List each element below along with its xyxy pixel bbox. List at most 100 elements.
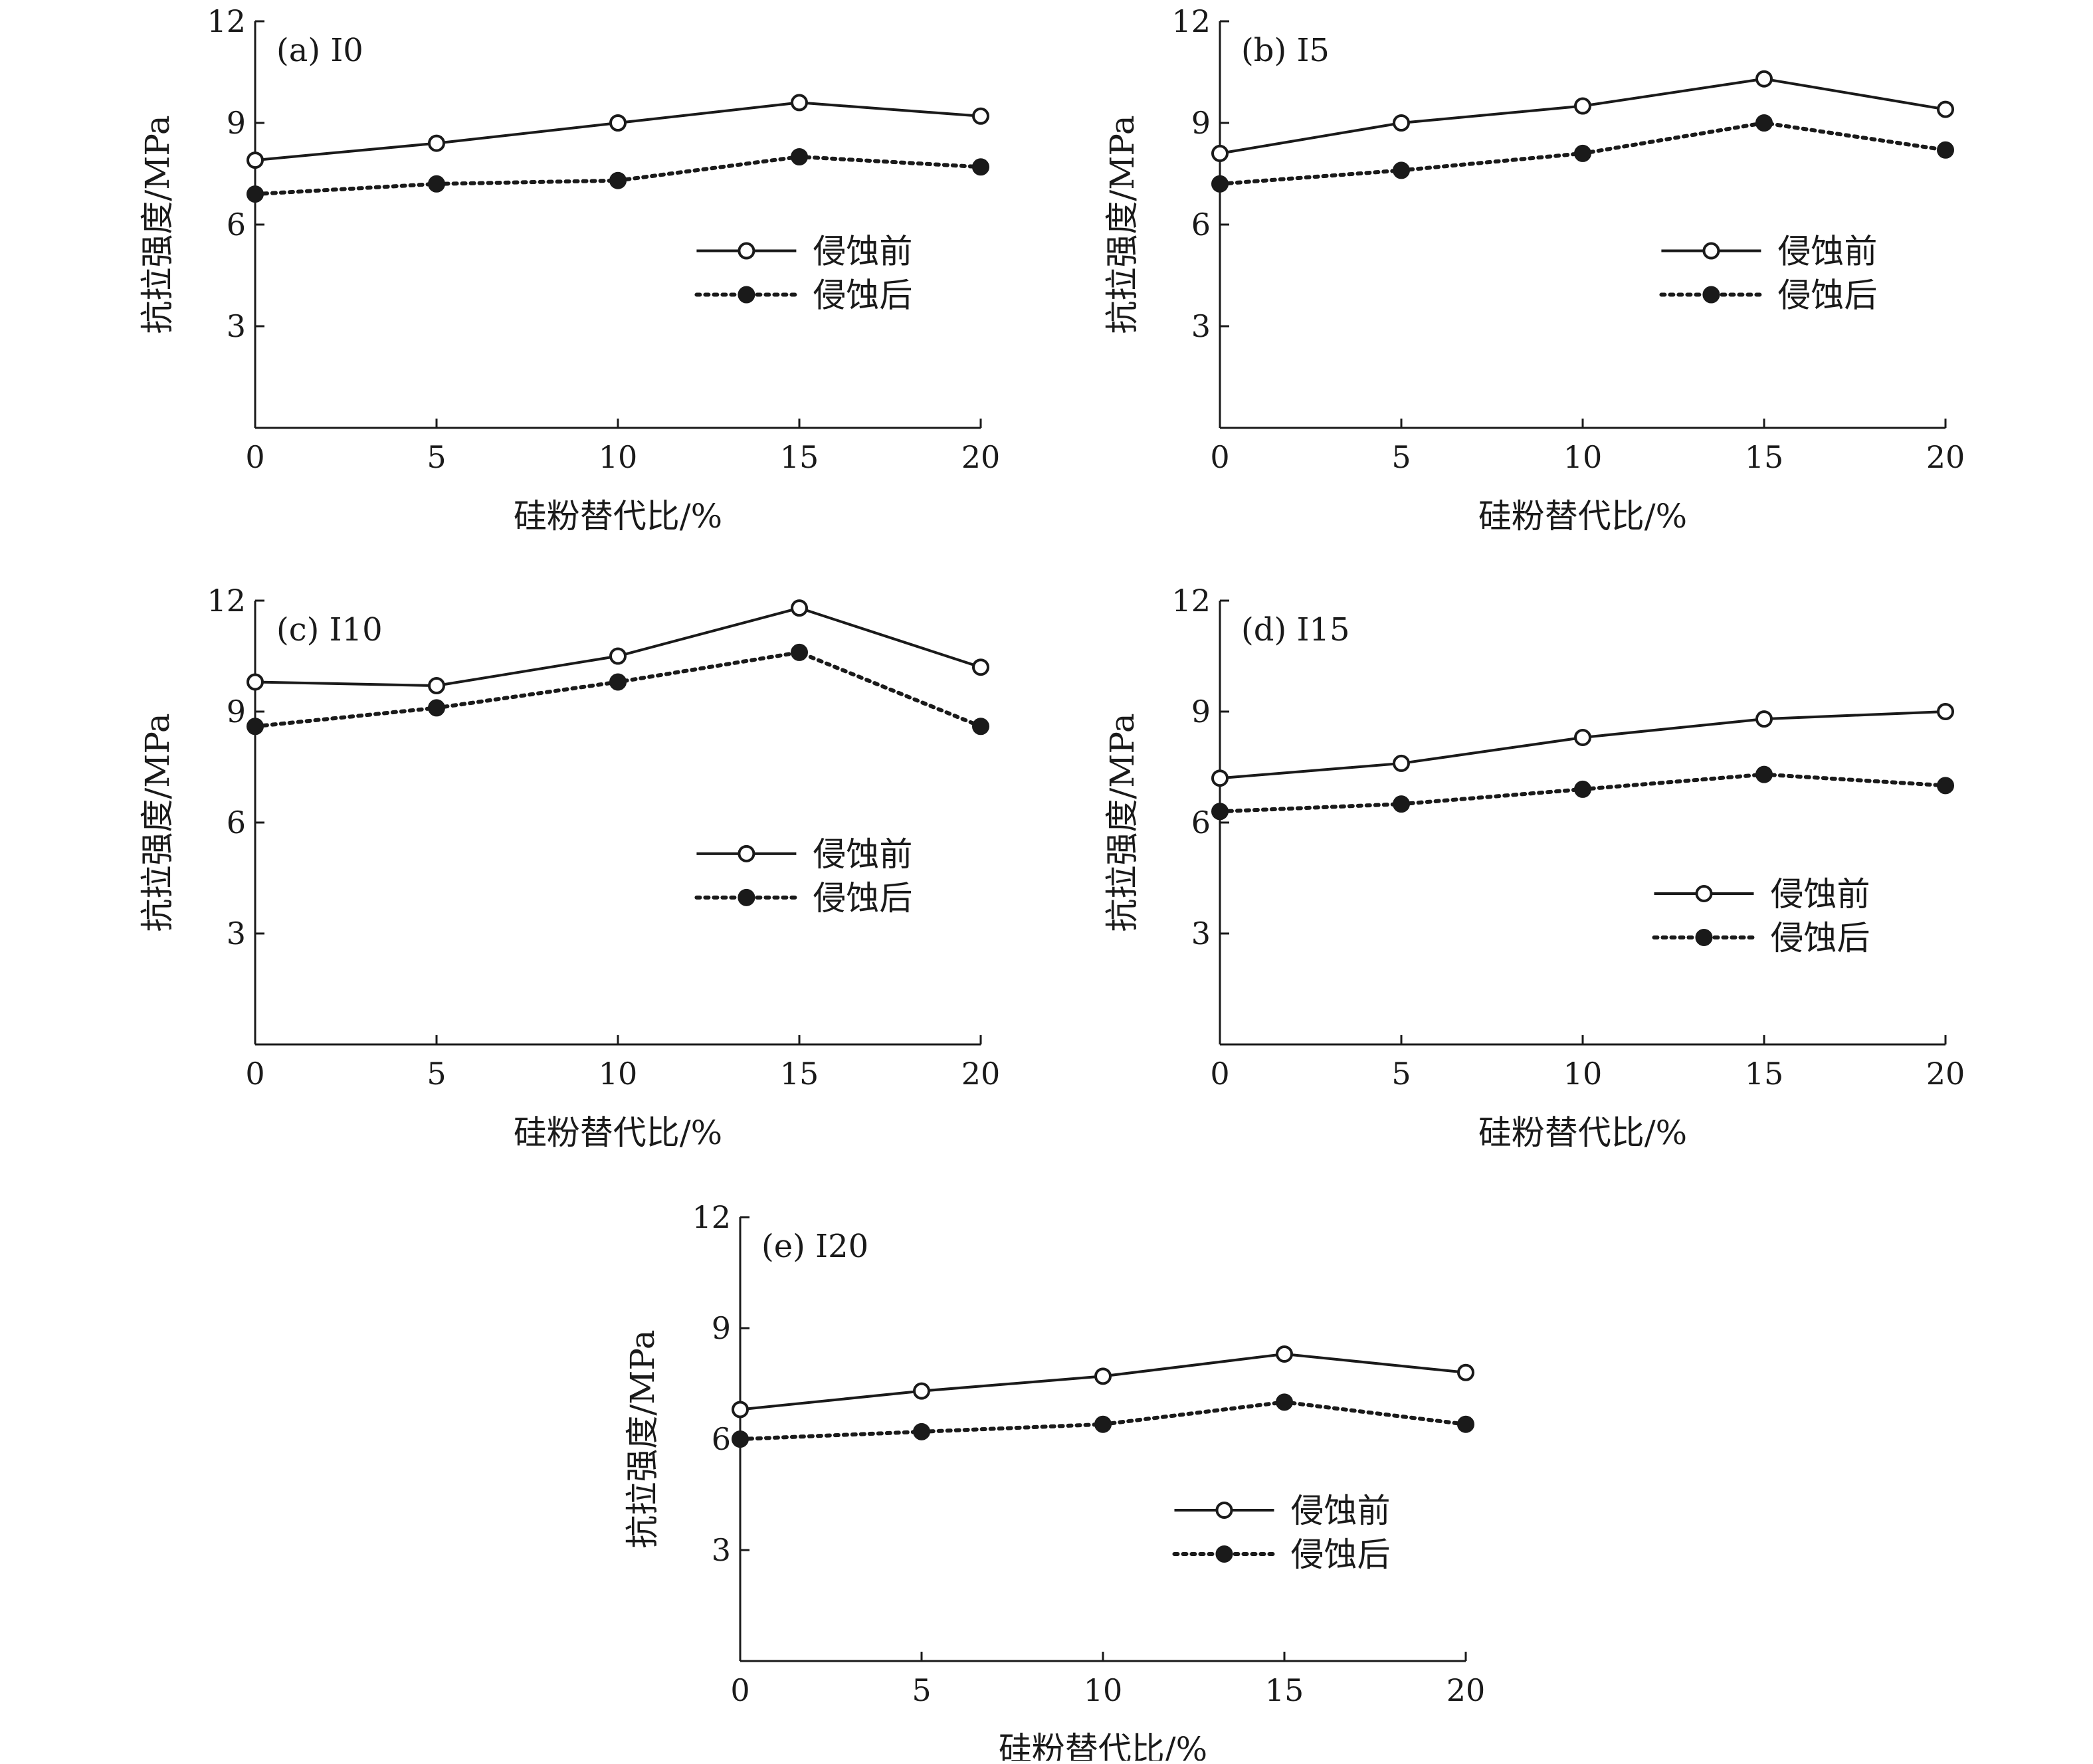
x-axis-label: 硅粉替代比/% bbox=[999, 1730, 1207, 1761]
y-tick-label: 3 bbox=[712, 1532, 731, 1568]
y-tick-label: 9 bbox=[1191, 694, 1211, 730]
chart-panel-4: 3 6 9 12 0 5 10 15 20 (d) I15 硅粉替代比/% 抗拉强度/MPa 侵蚀前侵蚀… bbox=[1103, 583, 1965, 1152]
x-tick-label: 0 bbox=[1210, 439, 1229, 475]
y-tick-label: 9 bbox=[227, 105, 246, 141]
y-tick-label: 6 bbox=[1191, 207, 1211, 243]
legend-marker bbox=[1215, 1501, 1233, 1519]
x-tick-label: 5 bbox=[1391, 439, 1411, 475]
data-point-after bbox=[791, 148, 808, 165]
data-point-after bbox=[1755, 765, 1773, 783]
data-point-before bbox=[609, 114, 627, 132]
panel-label: (b) I5 bbox=[1241, 32, 1330, 69]
y-tick-label: 12 bbox=[1171, 583, 1211, 619]
x-tick-label: 5 bbox=[912, 1672, 931, 1708]
data-point-before bbox=[1393, 114, 1410, 132]
data-point-after bbox=[609, 673, 627, 691]
chart-panel-5: 3 6 9 12 0 5 10 15 20 (e) I20 硅粉替代比/% 抗拉强度/MPa 侵蚀前侵蚀… bbox=[623, 1199, 1486, 1764]
legend-marker bbox=[1702, 286, 1720, 304]
data-point-after bbox=[791, 643, 808, 661]
data-point-after bbox=[1457, 1415, 1474, 1433]
legend-marker bbox=[738, 844, 755, 862]
x-tick-label: 0 bbox=[1210, 1056, 1229, 1092]
x-tick-label: 5 bbox=[427, 1056, 446, 1092]
x-tick-label: 20 bbox=[961, 1056, 1001, 1092]
data-point-after bbox=[247, 185, 264, 203]
data-point-after bbox=[428, 699, 445, 717]
data-point-before bbox=[1937, 100, 1954, 118]
panel-label: (c) I10 bbox=[276, 611, 383, 648]
data-point-after bbox=[428, 175, 445, 193]
x-tick-label: 20 bbox=[1926, 1056, 1965, 1092]
data-point-before bbox=[1276, 1345, 1293, 1363]
panel-label: (e) I20 bbox=[761, 1228, 868, 1265]
x-tick-label: 10 bbox=[599, 439, 638, 475]
x-tick-label: 0 bbox=[245, 439, 264, 475]
data-point-before bbox=[972, 658, 989, 676]
data-point-after bbox=[1393, 161, 1410, 179]
x-tick-label: 15 bbox=[1745, 439, 1784, 475]
x-tick-label: 0 bbox=[730, 1672, 749, 1708]
x-tick-label: 10 bbox=[1563, 439, 1603, 475]
data-point-after bbox=[1755, 114, 1773, 132]
legend-marker bbox=[1215, 1545, 1233, 1563]
data-point-after bbox=[247, 718, 264, 735]
data-point-before bbox=[428, 677, 445, 695]
y-axis-label: 抗拉强度/MPa bbox=[623, 1329, 662, 1548]
legend-marker bbox=[738, 286, 755, 304]
data-point-after bbox=[1937, 141, 1954, 159]
y-axis-label: 抗拉强度/MPa bbox=[138, 713, 177, 931]
data-point-after bbox=[1211, 175, 1229, 193]
data-point-before bbox=[1574, 97, 1591, 115]
data-point-before bbox=[1755, 710, 1773, 728]
data-point-after bbox=[1937, 777, 1954, 795]
x-tick-label: 20 bbox=[961, 439, 1001, 475]
data-point-before bbox=[1457, 1363, 1474, 1381]
x-tick-label: 5 bbox=[1391, 1056, 1411, 1092]
data-point-before bbox=[972, 107, 989, 125]
legend-label: 侵蚀前 bbox=[813, 233, 912, 271]
data-point-before bbox=[1755, 70, 1773, 88]
y-tick-label: 6 bbox=[227, 805, 246, 840]
data-point-after bbox=[913, 1422, 930, 1440]
y-axis-label: 抗拉强度/MPa bbox=[138, 115, 177, 334]
legend-marker bbox=[1702, 242, 1720, 260]
data-point-before bbox=[609, 647, 627, 665]
data-point-after bbox=[972, 718, 989, 735]
panel-label: (a) I0 bbox=[276, 32, 363, 69]
data-point-before bbox=[1211, 144, 1229, 162]
data-point-before bbox=[732, 1401, 749, 1419]
y-tick-label: 6 bbox=[227, 207, 246, 243]
data-point-before bbox=[1211, 769, 1229, 787]
data-point-before bbox=[1393, 754, 1410, 772]
y-tick-label: 3 bbox=[1191, 916, 1211, 951]
y-tick-label: 9 bbox=[227, 694, 246, 730]
y-axis-label: 抗拉强度/MPa bbox=[1103, 115, 1142, 334]
legend-label: 侵蚀前 bbox=[1770, 875, 1870, 914]
legend-marker bbox=[738, 242, 755, 260]
data-point-after bbox=[1393, 795, 1410, 813]
x-tick-label: 15 bbox=[780, 1056, 819, 1092]
x-tick-label: 20 bbox=[1926, 439, 1965, 475]
legend-marker bbox=[1695, 928, 1713, 946]
x-tick-label: 20 bbox=[1446, 1672, 1486, 1708]
y-axis-label: 抗拉强度/MPa bbox=[1103, 713, 1142, 931]
chart-panel-3: 3 6 9 12 0 5 10 15 20 (c) I10 硅粉替代比/% 抗拉强度/MPa 侵蚀前侵蚀… bbox=[138, 583, 1000, 1152]
data-point-before bbox=[247, 673, 264, 691]
x-tick-label: 5 bbox=[427, 439, 446, 475]
y-tick-label: 3 bbox=[227, 916, 246, 951]
legend-label: 侵蚀后 bbox=[1777, 276, 1877, 315]
data-point-after bbox=[1211, 803, 1229, 821]
y-tick-label: 9 bbox=[1191, 105, 1211, 141]
x-axis-label: 硅粉替代比/% bbox=[514, 497, 722, 536]
data-point-before bbox=[1937, 703, 1954, 720]
y-tick-label: 6 bbox=[1191, 805, 1211, 840]
data-point-before bbox=[1094, 1367, 1112, 1385]
data-point-after bbox=[732, 1430, 749, 1448]
